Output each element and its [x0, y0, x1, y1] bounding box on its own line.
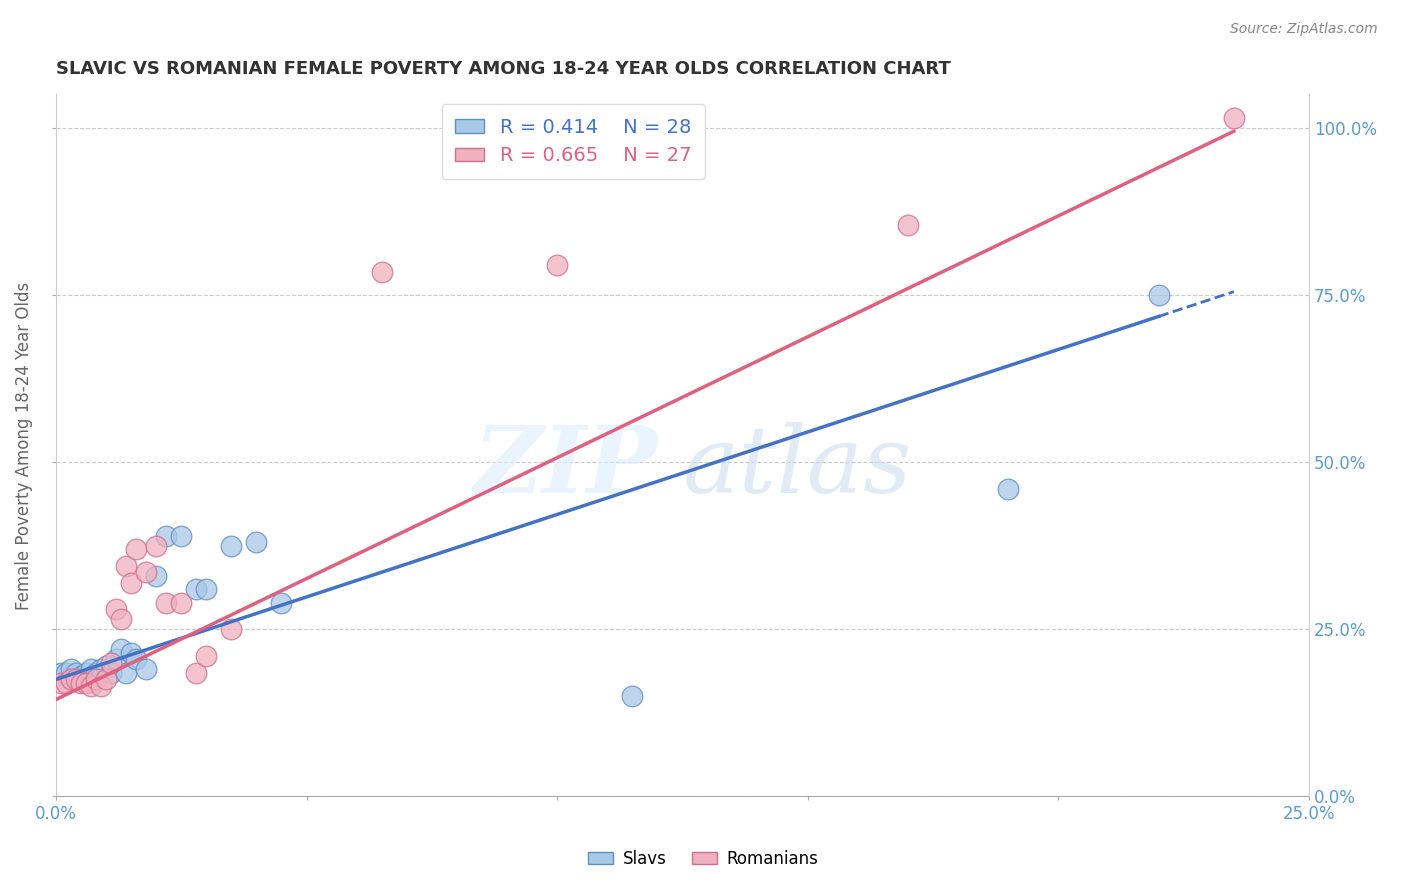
Point — [84, 673, 107, 687]
Point — [125, 652, 148, 666]
Point — [155, 596, 177, 610]
Point — [90, 662, 112, 676]
Point — [70, 669, 93, 683]
Point — [105, 652, 128, 666]
Point — [110, 612, 132, 626]
Point — [1223, 111, 1246, 125]
Point — [59, 662, 82, 676]
Point — [155, 529, 177, 543]
Point — [270, 596, 292, 610]
Point — [135, 566, 157, 580]
Point — [84, 665, 107, 680]
Text: Source: ZipAtlas.com: Source: ZipAtlas.com — [1230, 22, 1378, 37]
Point — [105, 602, 128, 616]
Point — [55, 675, 77, 690]
Point — [621, 689, 644, 703]
Point — [221, 622, 243, 636]
Point — [49, 675, 72, 690]
Point — [195, 582, 218, 597]
Point — [75, 665, 97, 680]
Point — [997, 482, 1019, 496]
Point — [120, 575, 142, 590]
Point — [120, 646, 142, 660]
Point — [49, 665, 72, 680]
Point — [115, 558, 138, 573]
Point — [80, 679, 103, 693]
Point — [110, 642, 132, 657]
Point — [90, 679, 112, 693]
Point — [100, 665, 122, 680]
Point — [170, 596, 193, 610]
Point — [186, 665, 208, 680]
Point — [245, 535, 267, 549]
Point — [75, 675, 97, 690]
Point — [546, 258, 568, 272]
Text: SLAVIC VS ROMANIAN FEMALE POVERTY AMONG 18-24 YEAR OLDS CORRELATION CHART: SLAVIC VS ROMANIAN FEMALE POVERTY AMONG … — [56, 60, 950, 78]
Point — [100, 656, 122, 670]
Point — [55, 665, 77, 680]
Point — [221, 539, 243, 553]
Y-axis label: Female Poverty Among 18-24 Year Olds: Female Poverty Among 18-24 Year Olds — [15, 281, 32, 609]
Point — [125, 542, 148, 557]
Text: atlas: atlas — [682, 422, 912, 511]
Point — [94, 659, 117, 673]
Point — [115, 665, 138, 680]
Point — [94, 673, 117, 687]
Point — [170, 529, 193, 543]
Point — [145, 569, 167, 583]
Point — [59, 673, 82, 687]
Point — [195, 648, 218, 663]
Point — [80, 662, 103, 676]
Point — [371, 264, 394, 278]
Point — [135, 662, 157, 676]
Legend: R = 0.414    N = 28, R = 0.665    N = 27: R = 0.414 N = 28, R = 0.665 N = 27 — [441, 104, 704, 179]
Point — [65, 673, 87, 687]
Legend: Slavs, Romanians: Slavs, Romanians — [581, 844, 825, 875]
Text: ZIP: ZIP — [474, 422, 658, 511]
Point — [65, 665, 87, 680]
Point — [145, 539, 167, 553]
Point — [897, 218, 920, 232]
Point — [1147, 288, 1170, 302]
Point — [186, 582, 208, 597]
Point — [70, 675, 93, 690]
